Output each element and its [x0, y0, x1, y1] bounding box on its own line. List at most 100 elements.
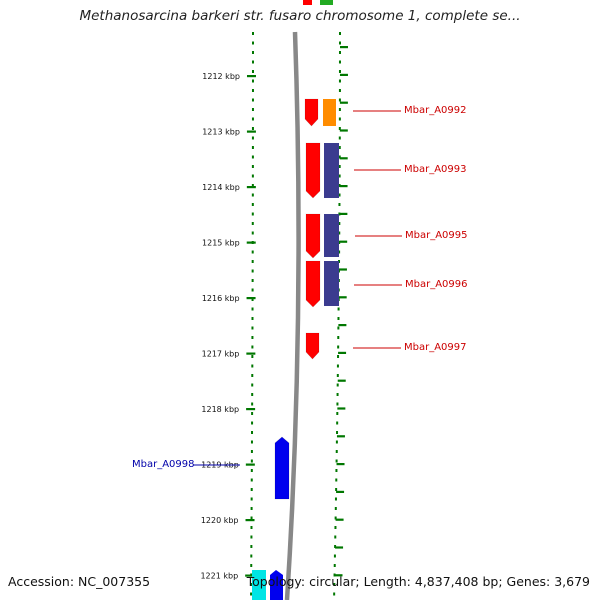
left-dotted-ring: [251, 89, 254, 92]
right-dotted-ring: [338, 260, 341, 263]
left-dotted-ring: [251, 231, 254, 235]
gene-label-mbar_a0998[interactable]: Mbar_A0998: [132, 459, 195, 470]
gene-feature[interactable]: [270, 570, 283, 600]
right-dotted-ring: [338, 231, 341, 235]
gene-label-mbar_a0997[interactable]: Mbar_A0997: [404, 342, 467, 353]
right-dotted-ring: [336, 421, 339, 425]
left-dotted-ring: [251, 32, 254, 35]
gene-block-purple[interactable]: [324, 143, 339, 198]
right-dotted-ring: [338, 79, 341, 83]
minor-tick: [338, 324, 347, 327]
left-dotted-ring: [250, 592, 253, 596]
left-dotted-ring: [251, 336, 254, 339]
minor-tick: [339, 212, 348, 215]
minor-tick: [335, 546, 344, 549]
left-dotted-ring: [251, 345, 254, 349]
major-tick: [246, 352, 256, 355]
major-tick: [245, 463, 255, 466]
left-dotted-ring: [250, 516, 253, 520]
gene-arrow-a0996[interactable]: [305, 260, 321, 308]
minor-tick: [339, 46, 348, 49]
left-dotted-ring: [251, 431, 254, 434]
minor-tick: [338, 268, 347, 271]
right-dotted-ring: [338, 203, 341, 206]
left-dotted-ring: [251, 70, 254, 73]
minor-tick: [339, 185, 348, 188]
right-dotted-ring: [338, 117, 341, 121]
tick-label: 1212 kbp: [202, 72, 240, 81]
right-dotted-ring: [337, 307, 340, 311]
left-dotted-ring: [251, 298, 254, 301]
minor-tick: [338, 351, 347, 354]
tick-label: 1217 kbp: [202, 350, 240, 359]
right-dotted-ring: [338, 127, 341, 130]
right-dotted-ring: [338, 193, 341, 197]
left-dotted-ring: [251, 203, 254, 206]
left-dotted-ring: [250, 469, 253, 472]
gene-arrow-a0993[interactable]: [305, 142, 321, 199]
right-dotted-ring: [334, 516, 337, 520]
gene-label-mbar_a0992[interactable]: Mbar_A0992: [404, 105, 467, 116]
left-dotted-ring: [250, 488, 253, 491]
map-title: Methanosarcina barkeri str. fusaro chrom…: [79, 8, 521, 24]
gene-label-mbar_a0996[interactable]: Mbar_A0996: [405, 279, 468, 290]
right-dotted-ring: [337, 326, 340, 330]
major-tick: [246, 130, 256, 133]
minor-tick: [337, 379, 346, 382]
right-dotted-ring: [333, 564, 336, 567]
gene-arrow-a0992[interactable]: [304, 98, 319, 127]
right-dotted-ring: [336, 383, 339, 387]
left-dotted-ring: [250, 545, 253, 548]
right-dotted-ring: [333, 583, 336, 586]
left-dotted-ring: [251, 41, 254, 45]
left-dotted-ring: [250, 554, 253, 558]
right-dotted-ring: [335, 478, 338, 482]
major-tick: [245, 574, 255, 577]
left-dotted-ring: [251, 383, 254, 387]
minor-tick: [334, 574, 343, 577]
right-dotted-ring: [336, 402, 339, 406]
left-dotted-ring: [250, 507, 253, 510]
left-dotted-ring: [251, 222, 254, 225]
left-dotted-ring: [250, 478, 253, 482]
accession-text: Accession: NC_007355: [8, 574, 151, 589]
tick-label: 1218 kbp: [201, 405, 239, 414]
gene-feature[interactable]: [252, 570, 266, 600]
gene-arrow-a0998[interactable]: [274, 436, 290, 500]
minor-tick: [338, 296, 347, 299]
tick-label: 1214 kbp: [202, 183, 240, 192]
gene-label-mbar_a0993[interactable]: Mbar_A0993: [404, 164, 467, 175]
left-dotted-ring: [251, 117, 254, 121]
right-dotted-ring: [338, 222, 341, 225]
left-dotted-ring: [251, 307, 254, 311]
gene-arrow-a0997[interactable]: [305, 332, 320, 360]
gene-label-mbar_a0995[interactable]: Mbar_A0995: [405, 230, 468, 241]
right-dotted-ring: [335, 450, 338, 453]
left-dotted-ring: [251, 184, 254, 187]
major-tick: [246, 186, 256, 189]
tick-label: 1213 kbp: [202, 128, 240, 137]
major-tick: [246, 75, 256, 78]
gene-block-orange[interactable]: [323, 99, 336, 126]
left-dotted-ring: [251, 98, 254, 102]
minor-tick: [336, 463, 345, 466]
minor-tick: [339, 129, 348, 132]
left-dotted-ring: [250, 459, 253, 463]
right-dotted-ring: [338, 89, 341, 92]
gene-block-purple[interactable]: [324, 261, 339, 306]
tick-label: 1216 kbp: [202, 294, 240, 303]
minor-tick: [339, 101, 348, 104]
left-dotted-ring: [250, 564, 253, 567]
left-dotted-ring: [251, 355, 254, 358]
minor-tick: [339, 240, 348, 243]
gene-block-purple[interactable]: [324, 214, 339, 257]
right-dotted-ring: [338, 108, 341, 111]
right-dotted-ring: [334, 507, 337, 510]
right-dotted-ring: [336, 393, 339, 396]
gene-feature[interactable]: [303, 0, 312, 5]
gene-arrow-a0995[interactable]: [305, 213, 321, 259]
gene-feature[interactable]: [320, 0, 333, 5]
right-dotted-ring: [334, 497, 337, 501]
right-dotted-ring: [336, 374, 339, 377]
